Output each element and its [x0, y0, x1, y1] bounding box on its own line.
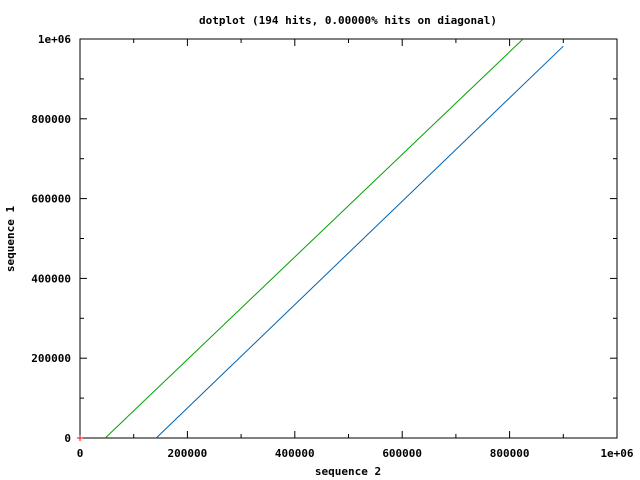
y-tick-label: 600000 [31, 193, 71, 206]
y-tick-label: 1e+06 [38, 33, 71, 46]
x-tick-label: 800000 [490, 447, 530, 460]
x-axis-label: sequence 2 [315, 465, 381, 478]
y-tick-label: 400000 [31, 272, 71, 285]
x-tick-label: 1e+06 [600, 447, 633, 460]
data-series [77, 38, 564, 441]
plot-frame [79, 38, 618, 439]
y-tick-label: 0 [64, 432, 71, 445]
chart-title: dotplot (194 hits, 0.00000% hits on diag… [199, 14, 497, 27]
data-point [77, 435, 83, 441]
y-tick-label: 800000 [31, 113, 71, 126]
axis-tick-labels: 0 200000 400000 600000 800000 1e+06 0 200000 400… [31, 33, 634, 460]
axis-ticks [79, 38, 618, 439]
x-tick-label: 400000 [275, 447, 315, 460]
y-tick-label: 200000 [31, 352, 71, 365]
x-tick-label: 0 [77, 447, 84, 460]
x-tick-label: 600000 [382, 447, 422, 460]
series-line-1 [104, 38, 524, 439]
y-axis-label: sequence 1 [4, 206, 17, 273]
series-line-2 [155, 45, 564, 439]
x-tick-label: 200000 [168, 447, 208, 460]
